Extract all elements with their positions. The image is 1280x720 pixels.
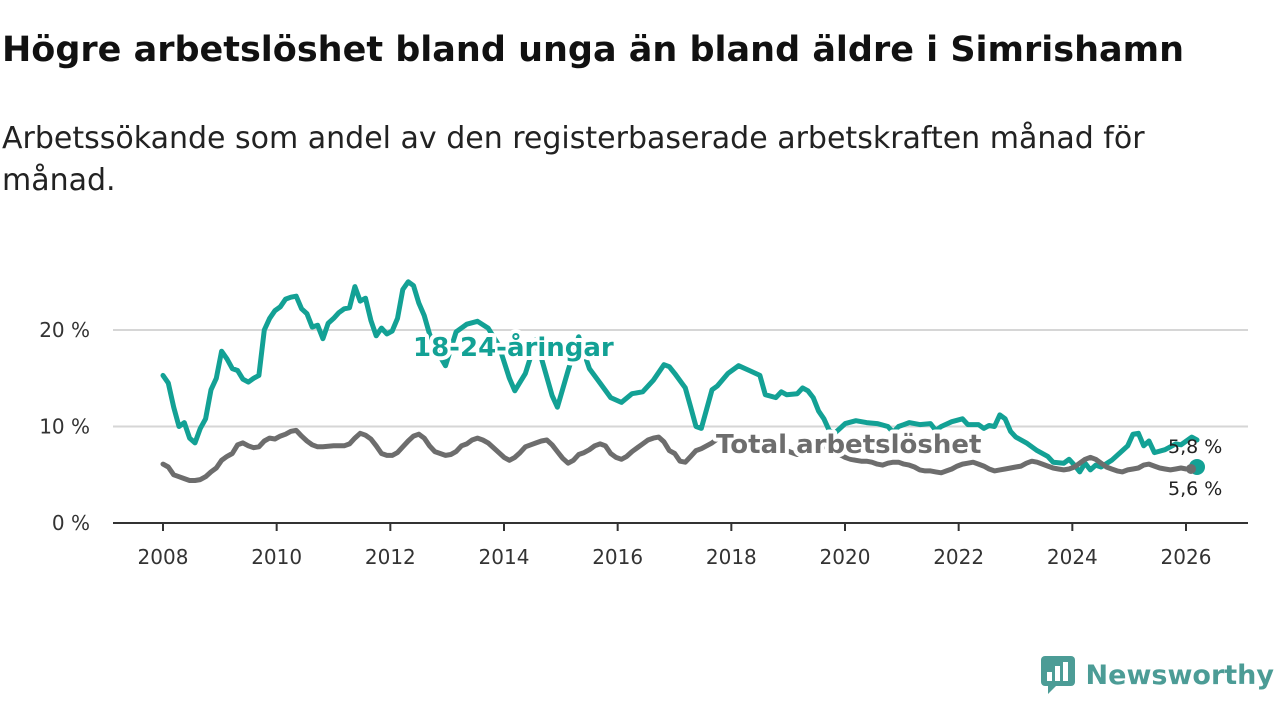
- x-tick-label: 2018: [706, 545, 757, 569]
- line-chart: 0 % 10 % 20 % 2008 2010 2012 2014 2016 2018 2020…: [39, 279, 1248, 569]
- x-axis: 2008 2010 2012 2014 2016 2018 2020 2022 2024 2026: [113, 522, 1248, 569]
- brand-logo: Newsworthy: [1040, 652, 1274, 698]
- total-end-marker: [1186, 463, 1196, 474]
- x-tick-label: 2026: [1161, 545, 1212, 569]
- x-tick-label: 2016: [592, 545, 643, 569]
- total-series-label-halo: Total arbetslöshet: [716, 430, 981, 460]
- youth-end-value: 5,8 %: [1168, 436, 1222, 458]
- y-tick-label: 0 %: [52, 511, 90, 535]
- newsworthy-logo-icon: [1040, 656, 1075, 694]
- gridlines: [113, 329, 1248, 428]
- brand-name: Newsworthy: [1085, 659, 1274, 691]
- chart-title: Högre arbetslöshet bland unga än bland ä…: [2, 30, 1185, 70]
- total-series-line: [160, 427, 1200, 483]
- youth-series-line: [160, 279, 1200, 475]
- youth-series-label: 18-24-åringar: [413, 331, 614, 363]
- x-tick-label: 2024: [1047, 545, 1098, 569]
- x-tick-label: 2020: [820, 545, 871, 569]
- chart-subtitle: Arbetssökande som andel av den registerb…: [2, 121, 1145, 198]
- total-series-label: Total arbetslöshet: [716, 430, 981, 460]
- y-tick-label: 20 %: [39, 318, 90, 342]
- y-axis: 0 % 10 % 20 %: [39, 318, 90, 535]
- x-tick-label: 2014: [479, 545, 530, 569]
- series-lines: [160, 279, 1200, 483]
- youth-series-label-halo: 18-24-åringar: [413, 331, 614, 363]
- x-tick-label: 2008: [138, 545, 189, 569]
- y-tick-label: 10 %: [39, 415, 90, 439]
- x-tick-label: 2010: [251, 545, 302, 569]
- total-end-value: 5,6 %: [1168, 478, 1222, 500]
- x-tick-label: 2012: [365, 545, 416, 569]
- x-tick-label: 2022: [933, 545, 984, 569]
